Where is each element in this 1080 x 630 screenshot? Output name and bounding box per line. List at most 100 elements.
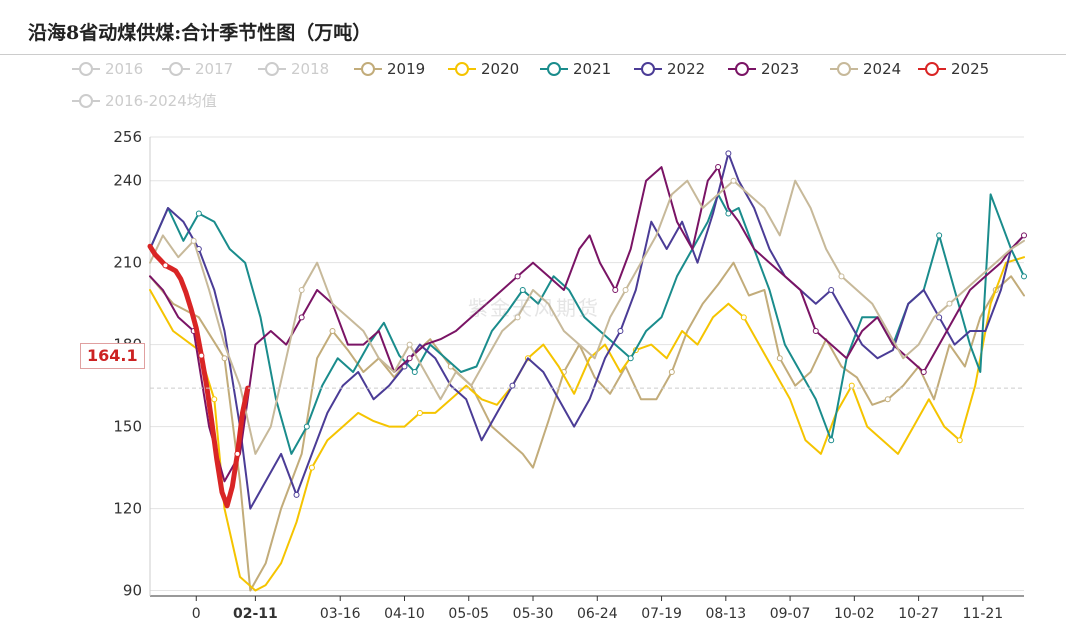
series-point-2020	[956, 437, 963, 444]
series-point-2021	[725, 210, 732, 217]
y-tick-label: 150	[113, 418, 142, 436]
legend-label: 2018	[291, 60, 330, 78]
series-point-2024	[190, 237, 197, 244]
series-point-2023	[612, 287, 619, 293]
series-point-2022	[725, 150, 732, 157]
legend-label: 2016	[105, 60, 144, 78]
series-point-2021	[936, 232, 943, 239]
series-point-2021	[627, 355, 634, 362]
legend-item-2018[interactable]: 2018	[258, 60, 329, 78]
series-point-2023	[298, 314, 305, 321]
legend-item-2021[interactable]: 2021	[540, 60, 611, 78]
legend-line-circle-icon	[830, 62, 858, 76]
series-point-2020	[416, 409, 423, 416]
series-point-2023	[715, 164, 722, 171]
series-point-2024	[730, 177, 737, 184]
legend-label: 2024	[863, 60, 902, 78]
legend-item-2017[interactable]: 2017	[162, 60, 233, 78]
x-tick-label: 11-21	[963, 606, 1004, 622]
series-point-2021	[411, 368, 418, 375]
x-tick-label: 05-30	[513, 606, 554, 622]
x-tick-label: 05-05	[448, 606, 489, 622]
axis-pointer-label: 164.1	[80, 343, 145, 369]
x-tick-label: 10-02	[834, 606, 875, 622]
series-point-2021	[519, 287, 526, 293]
x-tick-label: 07-19	[641, 606, 682, 622]
series-point-2020	[308, 464, 315, 471]
series-point-2025	[162, 262, 169, 269]
series-point-2023	[406, 355, 413, 362]
series-point-2024	[514, 314, 521, 321]
legend-line-circle-icon	[918, 62, 946, 76]
series-point-2019	[884, 396, 891, 403]
legend-line-circle-icon	[72, 62, 100, 76]
series-point-2025	[198, 352, 205, 359]
legend: 2016 2017 2018 2019 2020 2021 2022 2023 2024 2025…	[0, 0, 1080, 120]
series-point-2023	[1021, 232, 1027, 239]
series-point-2024	[838, 273, 845, 280]
series-point-2020	[848, 382, 855, 389]
x-tick-label: 09-07	[770, 606, 811, 622]
legend-line-circle-icon	[728, 62, 756, 76]
legend-line-circle-icon	[540, 62, 568, 76]
x-tick-label: 04-10	[384, 606, 425, 622]
legend-label: 2020	[481, 60, 520, 78]
legend-item-2016-2024[interactable]: 2016-2024均值	[72, 90, 217, 111]
legend-item-2025[interactable]: 2025	[918, 60, 989, 78]
series-point-2019	[221, 355, 228, 362]
series-point-2024	[946, 300, 953, 307]
legend-line-circle-icon	[354, 62, 382, 76]
x-tick-label: 08-13	[705, 606, 746, 622]
legend-label: 2023	[761, 60, 800, 78]
series-point-2023	[920, 368, 927, 375]
y-tick-label: 90	[123, 582, 142, 600]
legend-label: 2025	[951, 60, 990, 78]
legend-line-circle-icon	[448, 62, 476, 76]
series-point-2020	[211, 396, 218, 403]
legend-item-2024[interactable]: 2024	[830, 60, 901, 78]
series-point-2022	[617, 327, 624, 334]
legend-item-2022[interactable]: 2022	[634, 60, 705, 78]
series-point-2024	[622, 287, 629, 293]
y-tick-label: 256	[113, 128, 142, 146]
series-line-2020	[149, 256, 1025, 592]
legend-label: 2017	[195, 60, 234, 78]
legend-line-circle-icon	[162, 62, 190, 76]
series-point-2022	[936, 314, 943, 321]
series-line-2025	[147, 243, 251, 509]
legend-item-2023[interactable]: 2023	[728, 60, 799, 78]
x-tick-label: 0	[192, 606, 201, 622]
series-point-2023	[514, 273, 521, 280]
y-tick-label: 120	[113, 500, 142, 518]
legend-line-circle-icon	[72, 93, 100, 108]
title-divider	[0, 54, 1066, 55]
series-point-2025	[234, 450, 241, 457]
series-point-2019	[329, 327, 336, 334]
legend-item-2020[interactable]: 2020	[448, 60, 519, 78]
legend-item-2016[interactable]: 2016	[72, 60, 143, 78]
series-line-2021	[149, 193, 1025, 455]
series-point-2021	[1021, 273, 1027, 280]
series-point-2020	[740, 314, 747, 321]
series-point-2022	[509, 382, 516, 389]
series-line-2024	[149, 179, 1025, 455]
y-tick-label: 210	[113, 254, 142, 272]
series-point-2022	[828, 287, 835, 293]
x-tick-label-highlight: 02-11	[233, 606, 278, 622]
x-tick-label: 03-16	[320, 606, 361, 622]
legend-line-circle-icon	[258, 62, 286, 76]
series-point-2023	[812, 327, 819, 334]
legend-label: 2019	[387, 60, 426, 78]
x-tick-label: 06-24	[577, 606, 618, 622]
chart-title: 沿海8省动煤供煤:合计季节性图（万吨）	[28, 22, 372, 44]
legend-label: 2016-2024均值	[105, 92, 217, 110]
y-tick-label: 240	[113, 172, 142, 190]
legend-item-2019[interactable]: 2019	[354, 60, 425, 78]
series-point-2024	[298, 287, 305, 293]
series-point-2019	[668, 368, 675, 375]
series-point-2019	[776, 355, 783, 362]
series-point-2021	[195, 210, 202, 217]
legend-label: 2021	[573, 60, 612, 78]
series-line-2023	[149, 166, 1025, 483]
legend-label: 2022	[667, 60, 706, 78]
